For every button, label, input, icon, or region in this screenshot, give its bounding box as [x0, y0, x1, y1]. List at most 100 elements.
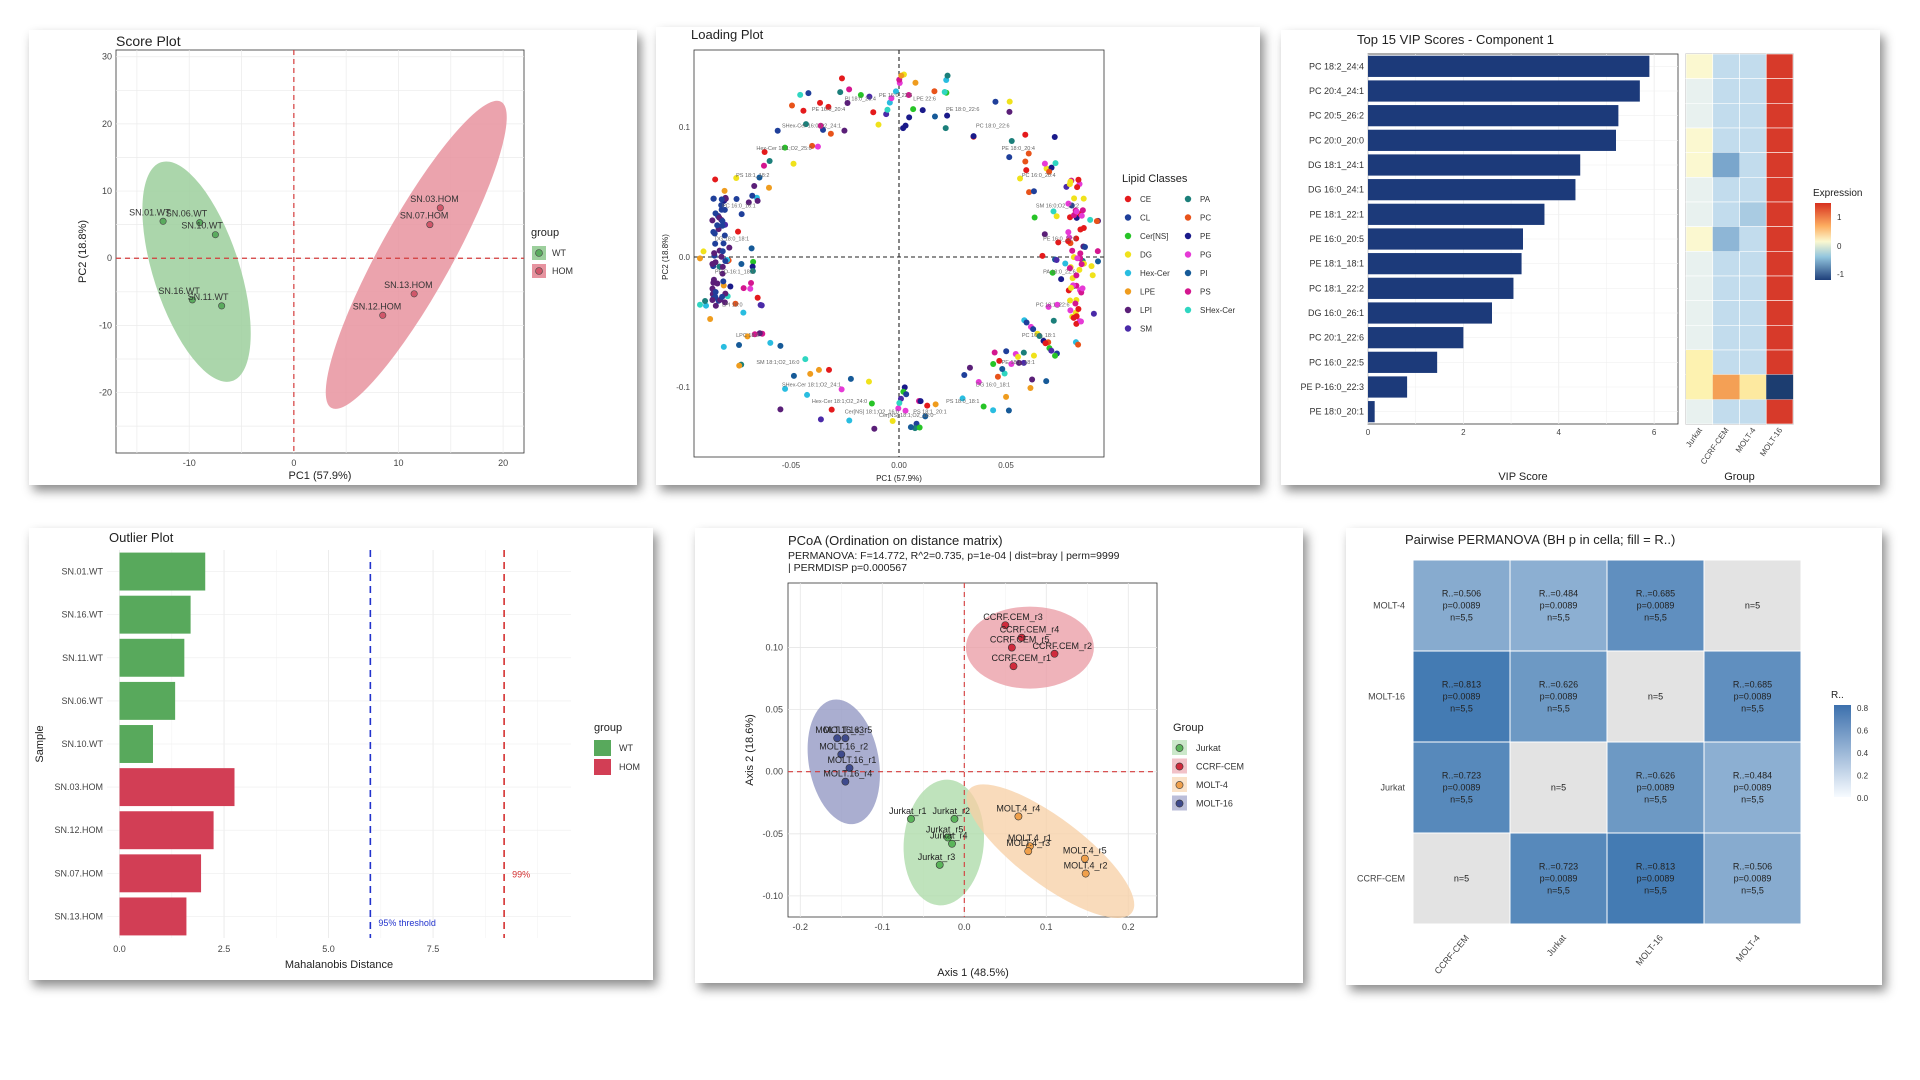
cell-label: R..=0.484 [1733, 771, 1772, 781]
loading-point [1088, 263, 1095, 270]
legend-marker [1124, 306, 1132, 314]
cell-label: n=5,5 [1547, 886, 1570, 896]
loading-point [944, 112, 951, 119]
loading-point [944, 72, 951, 79]
point-label: SM 16:0;O2_20:2 [1036, 204, 1079, 210]
y-tick-label: -0.05 [762, 829, 783, 839]
loading-point [1073, 208, 1080, 215]
loading-point [710, 276, 717, 283]
legend-marker [1124, 269, 1132, 277]
x-tick-label: 4 [1557, 428, 1562, 437]
point-label: PC 16:0_20:4 [1022, 173, 1056, 179]
vip-bar [1368, 327, 1464, 349]
y-tick-label: PC 18:1_22:2 [1309, 283, 1364, 293]
loading-point [884, 106, 891, 113]
loading-point [781, 144, 788, 151]
legend-colorbar [1815, 203, 1831, 280]
legend-label: LPI [1140, 306, 1152, 315]
loading-point [722, 257, 729, 264]
loading-point [1095, 258, 1101, 265]
data-point [841, 734, 850, 743]
data-point [196, 219, 204, 227]
cell-label: R..=0.506 [1733, 862, 1772, 872]
y-tick-label: 0.05 [765, 705, 783, 715]
cell-label: R..=0.685 [1636, 589, 1675, 599]
x-tick-label: 10 [393, 458, 403, 468]
pcoa-plot-svg: PCoA (Ordination on distance matrix) PERM… [744, 533, 1244, 979]
vip-bar [1368, 401, 1375, 423]
loading-point [800, 107, 807, 114]
loading-point [740, 309, 747, 316]
cell-label: R..=0.626 [1636, 771, 1675, 781]
data-point [1017, 633, 1026, 642]
loading-point [738, 261, 745, 268]
y-tick-label: PE 18:0_20:1 [1309, 407, 1364, 417]
loading-point [709, 217, 716, 224]
legend-marker [1184, 306, 1192, 314]
loading-point [999, 365, 1006, 372]
loading-point [1022, 158, 1029, 165]
loading-point [719, 293, 726, 300]
loading-point [718, 196, 725, 203]
outlier-bar [119, 638, 185, 677]
loading-point [941, 89, 948, 96]
heatmap-cell [1685, 251, 1714, 277]
loading-point [828, 406, 835, 413]
loading-point [837, 89, 844, 96]
legend-label: CL [1140, 214, 1151, 223]
y-tick-label: 0.0 [679, 253, 691, 262]
heatmap-cell [1739, 201, 1767, 227]
loading-point [1074, 184, 1081, 191]
heatmap-cell [1712, 78, 1740, 104]
group-ellipse [807, 699, 880, 825]
vip-bar [1368, 376, 1408, 398]
legend-title: group [531, 227, 559, 239]
heatmap-cell [1703, 741, 1802, 834]
point-label: SM 18:1;O2_16:0 [756, 360, 799, 366]
loading-point [966, 364, 973, 371]
loading-point [700, 248, 707, 255]
row-label: Jurkat [1380, 783, 1405, 793]
chart-title: Pairwise PERMANOVA (BH p in cella; fill … [1405, 532, 1675, 547]
point-label: DG 18:0_18:1 [715, 236, 749, 242]
loading-point [1072, 300, 1079, 307]
cell-label: R..=0.723 [1539, 862, 1578, 872]
loading-point [1045, 303, 1052, 310]
chart-subtitle: | PERMDISP p=0.000567 [788, 562, 907, 574]
point-label: PS 18:1_20:1 [913, 410, 946, 416]
vip-plot-panel: Top 15 VIP Scores - Component 1 PC 18:2_2… [1281, 30, 1880, 485]
data-point [159, 217, 167, 225]
legend-tick: 0.6 [1857, 727, 1869, 736]
data-point [188, 296, 196, 304]
col-label: MOLT-16 [1634, 933, 1665, 968]
loading-point [814, 143, 821, 150]
x-tick-label: 0.2 [1122, 922, 1135, 932]
x-tick-label: 0.0 [113, 944, 126, 954]
cell-label: R..=0.813 [1442, 680, 1481, 690]
heatmap-cell [1606, 559, 1705, 652]
point-label: CCRF.CEM_r2 [1033, 641, 1093, 651]
x-axis-label: VIP Score [1498, 471, 1547, 483]
point-label: PC 18:1_22:6 [1036, 302, 1070, 308]
loading-point [1050, 208, 1057, 215]
heatmap-cell [1685, 275, 1714, 301]
y-tick-label: SN.06.WT [61, 696, 103, 706]
heatmap-cell [1712, 349, 1740, 375]
loading-point [803, 121, 810, 128]
loading-point [738, 211, 745, 218]
heatmap-cell [1606, 832, 1705, 925]
heatmap-cell [1765, 78, 1794, 104]
legend-label: PI [1200, 269, 1208, 278]
data-point [833, 734, 842, 743]
loading-point [1020, 359, 1027, 366]
loading-point [1006, 154, 1013, 161]
point-label: DG 16:0_18:1 [976, 382, 1010, 388]
loading-point [760, 162, 767, 169]
cell-label: n=5 [1648, 692, 1663, 702]
loading-point [714, 222, 721, 229]
legend-label: HOM [552, 266, 573, 276]
loading-point [996, 357, 1003, 364]
point-label: CCRF.CEM_r1 [992, 653, 1052, 663]
loading-point [1093, 218, 1100, 225]
legend-title: Group [1173, 722, 1204, 734]
